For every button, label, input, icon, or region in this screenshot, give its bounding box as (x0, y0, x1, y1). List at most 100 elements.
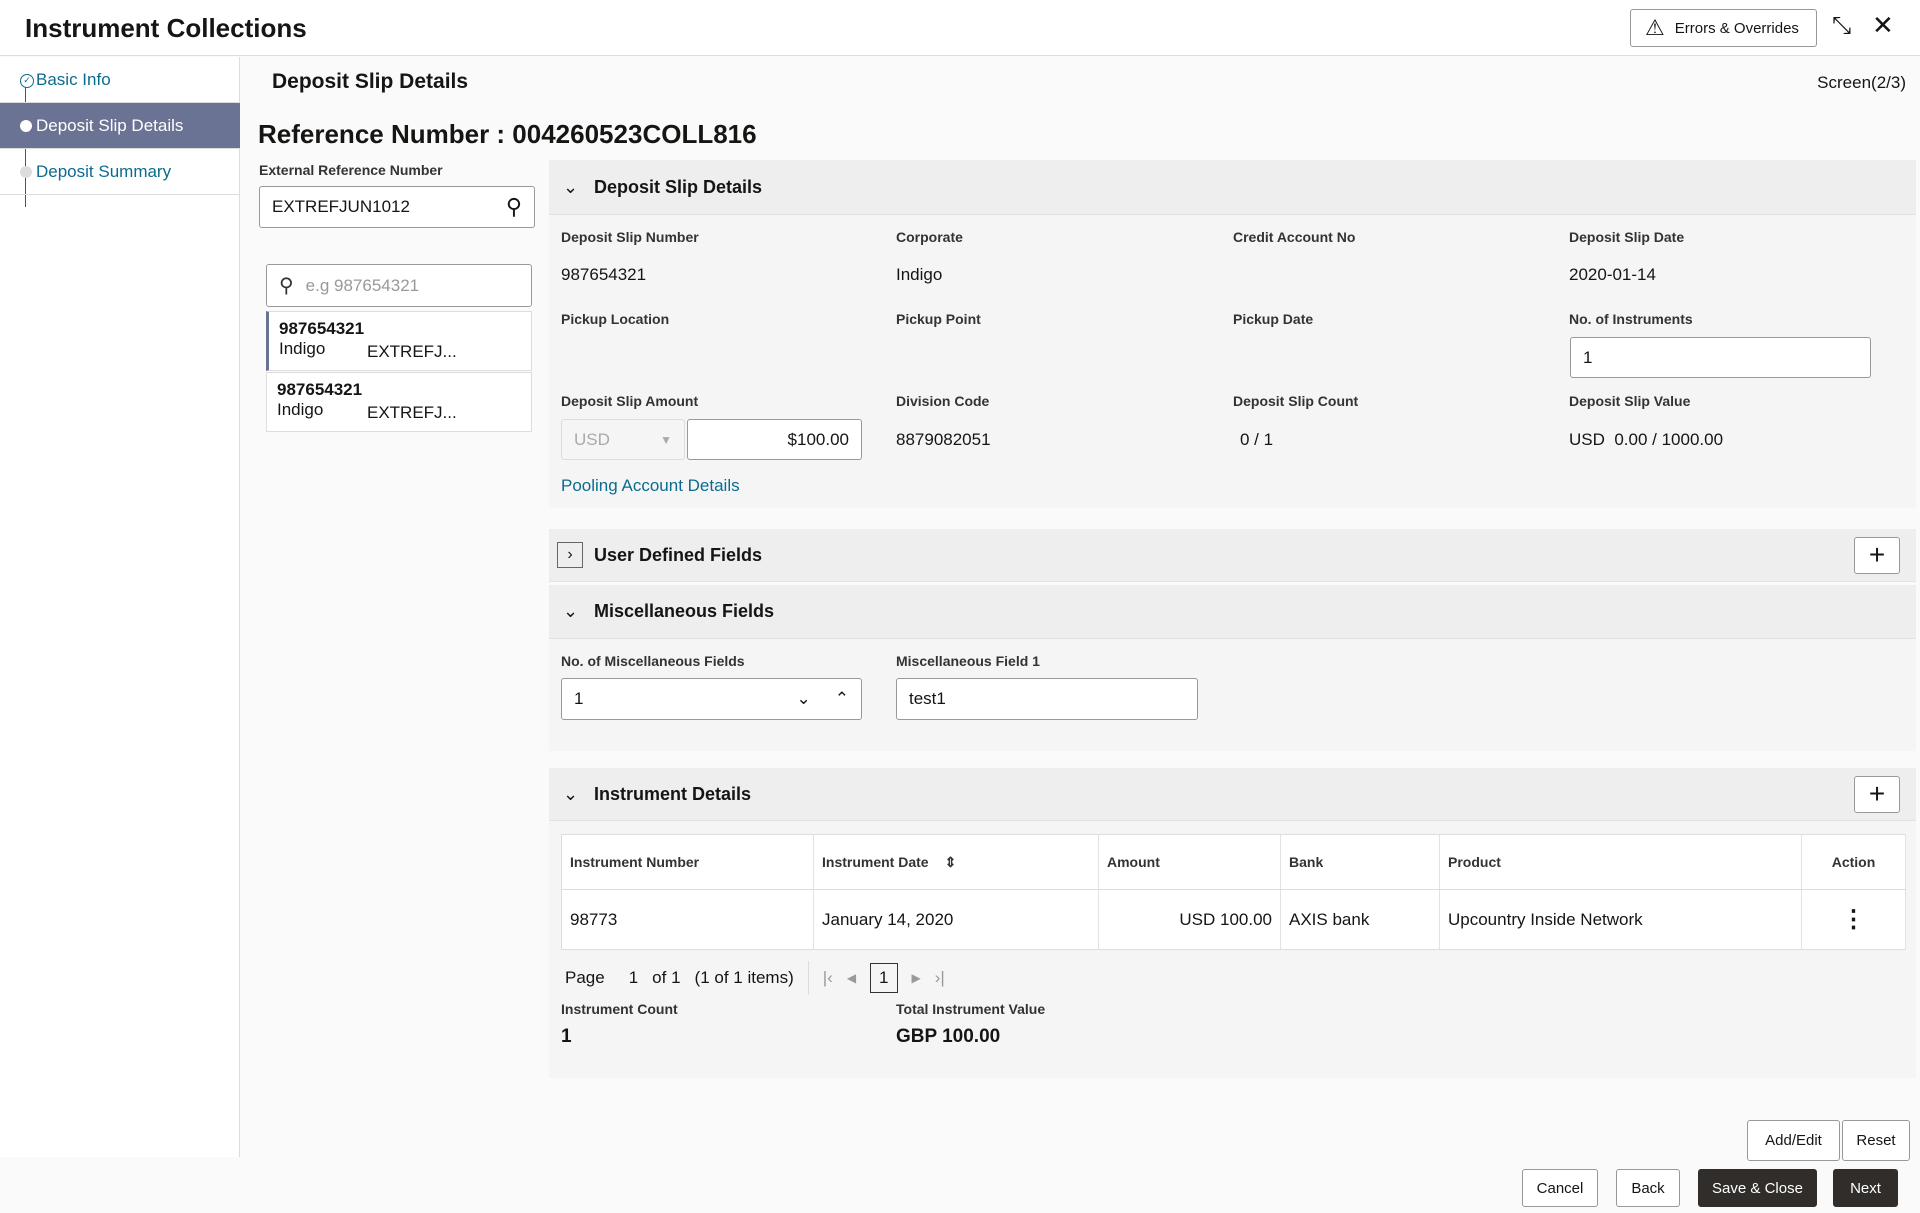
page-label: Page (565, 968, 605, 987)
collapse-icon[interactable]: ⤡ (1832, 12, 1852, 39)
page-of: of 1 (652, 968, 681, 987)
cell-amount: USD 100.00 (1098, 889, 1281, 950)
chevron-right-icon[interactable]: › (557, 542, 583, 568)
slip-list-item[interactable]: 987654321 Indigo EXTREFJ... (266, 311, 532, 371)
sidebar: ✓ Basic Info Deposit Slip Details Deposit… (0, 57, 240, 1157)
add-udf-button[interactable]: + (1854, 536, 1900, 574)
instrument-section-header[interactable]: ⌄ Instrument Details + (549, 768, 1916, 821)
section-title: Miscellaneous Fields (594, 601, 775, 621)
deposit-slip-section-header[interactable]: ⌄ Deposit Slip Details (549, 160, 1916, 215)
misc-count-label: No. of Miscellaneous Fields (561, 653, 745, 669)
amount-input[interactable]: $100.00 (687, 419, 862, 460)
pagination: Page 1 of 1 (1 of 1 items) |‹ ◀ 1 ▶ ›| (565, 961, 945, 995)
search-icon: ⚲ (279, 275, 294, 297)
sidebar-item-deposit-slip-details[interactable]: Deposit Slip Details (0, 103, 240, 149)
currency-select[interactable]: USD ▼ (561, 419, 685, 460)
col-instrument-date[interactable]: Instrument Date ⇕ (813, 834, 1099, 890)
ext-ref-input[interactable]: EXTREFJUN1012 ⚲ (259, 186, 535, 228)
errors-overrides-button[interactable]: ⚠ Errors & Overrides (1630, 9, 1817, 47)
amount-label: Deposit Slip Amount (561, 393, 699, 409)
chevron-up-icon[interactable]: ⌃ (834, 689, 849, 708)
cancel-button[interactable]: Cancel (1522, 1169, 1598, 1207)
sidebar-item-basic-info[interactable]: ✓ Basic Info (0, 57, 240, 103)
slip-number: 987654321 (277, 380, 363, 399)
chevron-down-icon[interactable]: ⌄ (796, 689, 811, 708)
table-row: 98773 January 14, 2020 USD 100.00 AXIS b… (561, 889, 1906, 950)
pickup-date-label: Pickup Date (1233, 311, 1314, 327)
add-edit-button[interactable]: Add/Edit (1747, 1120, 1840, 1161)
ext-ref-value: EXTREFJUN1012 (272, 197, 410, 216)
chevron-down-icon[interactable]: ⌄ (563, 601, 579, 621)
credit-account-label: Credit Account No (1233, 229, 1356, 245)
prev-page-icon[interactable]: ◀ (846, 971, 857, 985)
chevron-down-icon[interactable]: ⌄ (563, 783, 579, 804)
slip-number-label: Deposit Slip Number (561, 229, 699, 245)
table-header-row: Instrument Number Instrument Date ⇕ Amoun… (561, 834, 1906, 890)
sort-icon[interactable]: ⇕ (944, 853, 957, 870)
step-dot-icon (20, 120, 32, 132)
close-icon[interactable]: ✕ (1872, 10, 1894, 40)
value-label: Deposit Slip Value (1569, 393, 1691, 409)
sidebar-item-label: Basic Info (36, 69, 111, 89)
instrument-count-value: 1 (561, 1026, 572, 1047)
app-title: Instrument Collections (25, 13, 307, 43)
search-icon[interactable]: ⚲ (505, 194, 522, 219)
misc-section-header[interactable]: ⌄ Miscellaneous Fields (549, 585, 1916, 639)
errors-label: Errors & Overrides (1674, 19, 1799, 37)
cell-number: 98773 (561, 889, 814, 950)
last-page-icon[interactable]: ›| (934, 968, 945, 987)
slip-ref: EXTREFJ... (367, 342, 457, 361)
misc-field1-input[interactable]: test1 (896, 678, 1198, 720)
current-page-button[interactable]: 1 (870, 963, 898, 993)
back-button[interactable]: Back (1616, 1169, 1680, 1207)
count-label: Deposit Slip Count (1233, 393, 1359, 409)
slip-date-value: 2020-01-14 (1569, 265, 1656, 284)
more-vertical-icon[interactable]: ⋮ (1801, 889, 1906, 950)
total-value-label: Total Instrument Value (896, 1001, 1046, 1017)
header: Instrument Collections ⚠ Errors & Overrid… (0, 0, 1920, 56)
udf-section-header[interactable]: › User Defined Fields + (549, 529, 1916, 582)
misc-count-stepper[interactable]: 1 ⌄ ⌃ (561, 678, 862, 720)
instrument-count-label: Instrument Count (561, 1001, 678, 1017)
slip-list-item[interactable]: 987654321 Indigo EXTREFJ... (266, 372, 532, 432)
step-dot-icon (20, 166, 32, 178)
slip-corporate: Indigo (277, 400, 324, 419)
warning-icon: ⚠ (1645, 15, 1665, 40)
col-bank: Bank (1280, 834, 1440, 890)
reset-button[interactable]: Reset (1842, 1120, 1910, 1161)
section-title: Deposit Slip Details (594, 176, 763, 197)
col-amount: Amount (1098, 834, 1281, 890)
slip-search-input[interactable]: ⚲ e.g 987654321 (266, 264, 532, 307)
slip-number-value: 987654321 (561, 265, 647, 284)
add-instrument-button[interactable]: + (1854, 775, 1900, 813)
section-title: User Defined Fields (594, 544, 763, 565)
page-input[interactable]: 1 (628, 968, 639, 987)
first-page-icon[interactable]: |‹ (822, 968, 833, 987)
pickup-point-label: Pickup Point (896, 311, 981, 327)
misc-field1-label: Miscellaneous Field 1 (896, 653, 1040, 669)
slip-ref: EXTREFJ... (367, 403, 457, 422)
col-product: Product (1439, 834, 1802, 890)
instruments-label: No. of Instruments (1569, 311, 1693, 327)
cell-bank: AXIS bank (1280, 889, 1440, 950)
chevron-down-icon[interactable]: ⌄ (563, 176, 579, 197)
instrument-table: Instrument Number Instrument Date ⇕ Amoun… (561, 834, 1906, 950)
next-page-icon[interactable]: ▶ (911, 971, 921, 985)
slip-number: 987654321 (279, 319, 365, 338)
corporate-label: Corporate (896, 229, 963, 245)
section-title: Instrument Details (594, 783, 752, 804)
check-icon: ✓ (20, 74, 34, 88)
save-close-button[interactable]: Save & Close (1698, 1169, 1817, 1207)
ext-ref-label: External Reference Number (259, 162, 443, 178)
instruments-input[interactable]: 1 (1570, 337, 1871, 378)
next-button[interactable]: Next (1833, 1169, 1898, 1207)
cell-product: Upcountry Inside Network (1439, 889, 1802, 950)
value-value: USD 0.00 / 1000.00 (1569, 430, 1724, 449)
sidebar-item-label: Deposit Slip Details (36, 115, 184, 135)
pickup-location-label: Pickup Location (561, 311, 670, 327)
search-placeholder: e.g 987654321 (305, 275, 420, 295)
slip-date-label: Deposit Slip Date (1569, 229, 1685, 245)
caret-down-icon: ▼ (660, 432, 672, 447)
sidebar-item-deposit-summary[interactable]: Deposit Summary (0, 149, 240, 195)
pooling-account-link[interactable]: Pooling Account Details (561, 476, 740, 495)
